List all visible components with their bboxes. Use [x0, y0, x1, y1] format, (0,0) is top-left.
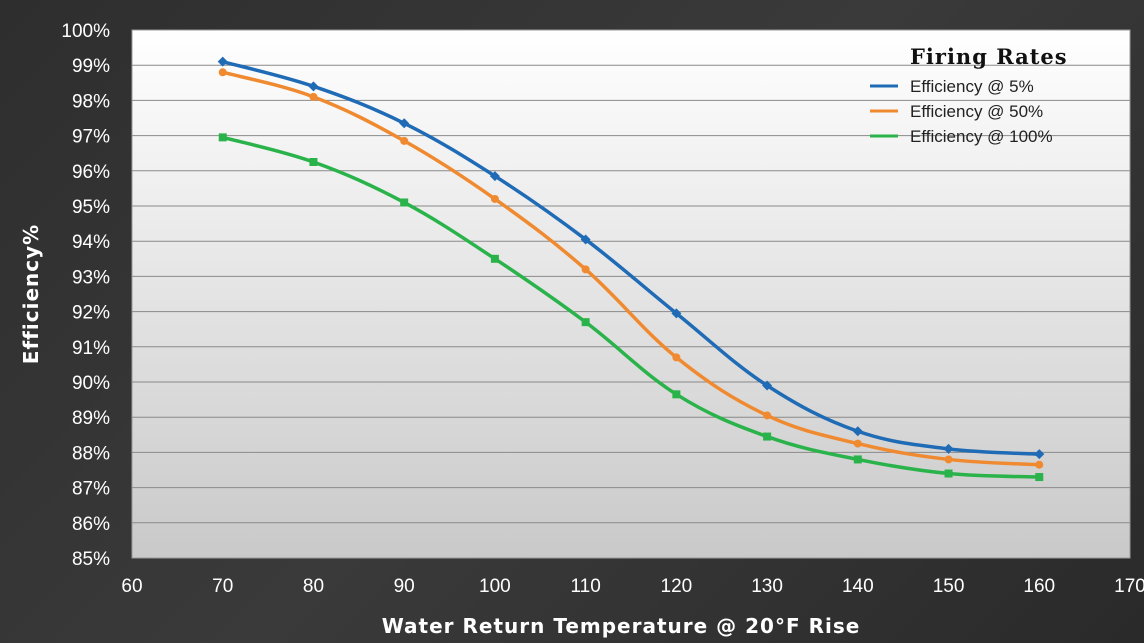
y-tick-label: 97%	[72, 127, 110, 148]
data-point	[489, 171, 500, 182]
data-point	[400, 198, 409, 207]
y-tick-label: 94%	[72, 232, 110, 253]
y-tick-label: 85%	[72, 549, 110, 570]
legend-label: Efficiency @ 5%	[910, 77, 1034, 96]
data-point	[671, 308, 682, 319]
data-point	[672, 353, 681, 362]
series-line	[222, 70, 1040, 467]
x-axis-title: Water Return Temperature @ 20°F Rise	[382, 614, 861, 638]
y-tick-label: 86%	[72, 514, 110, 535]
y-tick-label: 88%	[72, 443, 110, 464]
legend-label: Efficiency @ 50%	[910, 102, 1043, 121]
x-tick-label: 70	[212, 576, 233, 597]
legend-label: Efficiency @ 100%	[910, 127, 1053, 146]
series-lines	[217, 56, 1045, 482]
x-tick-label: 90	[394, 576, 415, 597]
x-tick-label: 80	[303, 576, 324, 597]
data-point	[490, 194, 499, 203]
y-tick-label: 90%	[72, 373, 110, 394]
data-point	[1035, 473, 1044, 482]
x-tick-label: 150	[933, 576, 965, 597]
data-point	[944, 469, 953, 478]
x-tick-label: 170	[1114, 576, 1144, 597]
data-point	[853, 455, 862, 464]
data-point	[308, 81, 319, 92]
data-point	[672, 390, 681, 399]
y-tick-label: 95%	[72, 197, 110, 218]
x-tick-label: 110	[570, 576, 600, 597]
data-point	[944, 455, 953, 464]
data-point	[217, 56, 228, 67]
y-tick-label: 92%	[72, 303, 110, 324]
y-axis-ticks: 85% 86% 87% 88% 89% 90% 91% 92% 93% 94% 95% 96% 97% 9…	[61, 21, 110, 570]
y-tick-label: 100%	[61, 21, 110, 42]
legend-title: Firing Rates	[910, 44, 1068, 69]
series	[218, 133, 1044, 482]
data-point	[852, 426, 863, 437]
data-point	[309, 92, 318, 101]
y-tick-label: 93%	[72, 267, 110, 288]
data-point	[581, 318, 590, 327]
data-point	[490, 254, 499, 263]
gridlines	[132, 64, 1130, 524]
x-tick-label: 140	[842, 576, 874, 597]
data-point	[581, 265, 590, 274]
x-tick-label: 60	[121, 576, 142, 597]
series-line	[222, 59, 1040, 456]
series	[217, 56, 1045, 460]
data-point	[853, 439, 862, 448]
data-point	[1034, 449, 1045, 460]
data-point	[399, 118, 410, 129]
x-axis-ticks: 60 70 80 90 100 110 120 130 140 150 160 170	[121, 576, 1144, 597]
data-point	[218, 68, 227, 77]
data-point	[400, 136, 409, 145]
y-axis-title: Efficiency%	[19, 224, 43, 364]
plot-area	[131, 29, 1131, 559]
series-line	[222, 135, 1040, 479]
y-tick-label: 87%	[72, 479, 110, 500]
series	[218, 68, 1044, 469]
data-point	[309, 158, 318, 166]
data-point	[218, 133, 227, 142]
data-point	[1035, 460, 1044, 469]
data-point	[762, 380, 773, 391]
x-tick-label: 130	[751, 576, 783, 597]
data-point	[580, 234, 591, 245]
y-tick-label: 89%	[72, 408, 110, 429]
data-point	[763, 411, 772, 420]
data-point	[943, 443, 954, 454]
legend: Firing Rates Efficiency @ 5% Efficiency @…	[870, 44, 1068, 146]
x-tick-label: 100	[479, 576, 511, 597]
data-point	[763, 432, 772, 441]
y-tick-label: 96%	[72, 162, 110, 183]
y-tick-label: 99%	[72, 56, 110, 77]
y-tick-label: 91%	[72, 338, 110, 359]
x-tick-label: 120	[661, 576, 693, 597]
x-tick-label: 160	[1023, 576, 1055, 597]
y-tick-label: 98%	[72, 91, 110, 112]
